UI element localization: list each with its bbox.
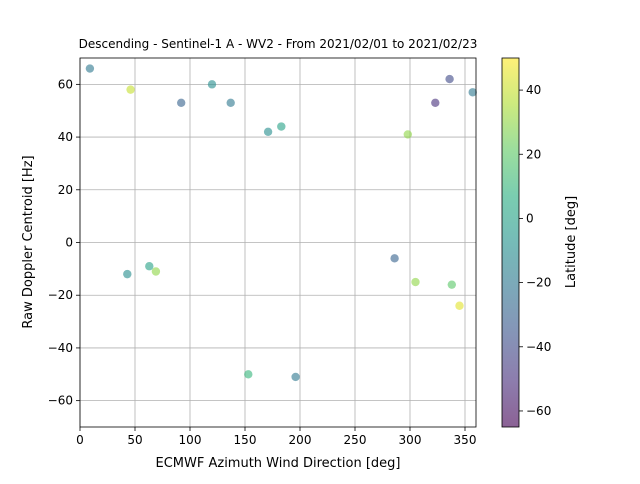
- data-point: [390, 254, 399, 263]
- data-point: [411, 277, 420, 287]
- x-tick-label: 150: [234, 433, 257, 447]
- y-tick-label: −40: [48, 341, 73, 355]
- data-point: [263, 127, 273, 136]
- data-point: [445, 74, 454, 84]
- x-tick-label: 300: [399, 433, 422, 447]
- x-tick-label: 200: [289, 433, 312, 447]
- x-tick-label: 0: [76, 433, 84, 447]
- chart-title: Descending - Sentinel-1 A - WV2 - From 2…: [79, 37, 478, 51]
- data-point: [431, 98, 440, 108]
- data-point: [468, 88, 477, 97]
- data-point: [177, 98, 186, 108]
- data-point: [226, 98, 235, 108]
- y-tick-label: 60: [58, 77, 73, 91]
- y-tick-label: 0: [65, 236, 73, 250]
- x-axis-label: ECMWF Azimuth Wind Direction [deg]: [156, 456, 401, 471]
- y-axis-ticks: −60 −40 −20 0 20 40 60: [48, 77, 80, 408]
- colorbar-label: Latitude [deg]: [564, 196, 579, 288]
- data-point: [277, 122, 286, 131]
- colorbar-tick-label: −20: [526, 276, 551, 290]
- y-tick-label: −20: [48, 288, 73, 302]
- colorbar: [501, 57, 520, 428]
- x-tick-label: 50: [127, 433, 142, 447]
- data-point: [244, 370, 253, 379]
- data-point: [126, 85, 135, 94]
- grid: [79, 58, 476, 427]
- colorbar-tick-label: 40: [526, 83, 541, 97]
- data-points: [85, 64, 477, 382]
- data-point: [455, 301, 464, 310]
- colorbar-tick-label: 20: [526, 147, 541, 161]
- x-axis-ticks: 0 50 100 150 200 250 300 350: [76, 427, 476, 447]
- x-tick-label: 350: [454, 433, 477, 447]
- y-axis-label: Raw Doppler Centroid [Hz]: [21, 155, 36, 328]
- colorbar-ticks: −60 −40 −20 0 20 40: [519, 83, 551, 418]
- data-point: [207, 80, 217, 89]
- data-point: [151, 267, 161, 276]
- x-tick-label: 100: [179, 433, 202, 447]
- data-point: [403, 130, 412, 139]
- colorbar-tick-label: −60: [526, 404, 551, 418]
- y-tick-label: −60: [48, 394, 73, 408]
- y-tick-label: 40: [58, 130, 73, 144]
- data-point: [447, 280, 456, 289]
- data-point: [123, 269, 132, 279]
- y-tick-label: 20: [58, 183, 73, 197]
- x-tick-label: 250: [344, 433, 367, 447]
- colorbar-tick-label: 0: [526, 211, 534, 225]
- data-point: [291, 372, 300, 382]
- data-point: [85, 64, 95, 73]
- colorbar-tick-label: −40: [526, 340, 551, 354]
- data-point: [145, 262, 154, 271]
